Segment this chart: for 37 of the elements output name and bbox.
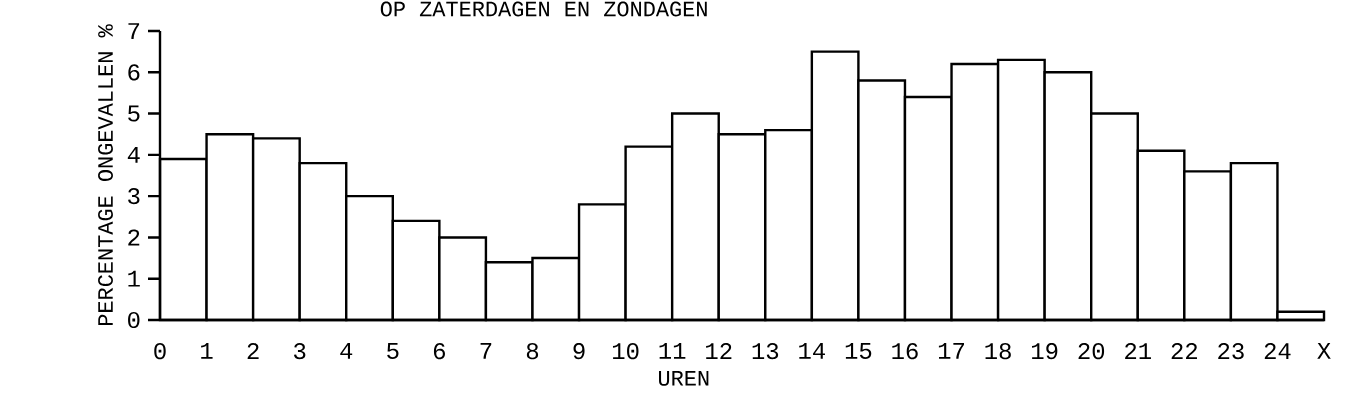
x-tick-label: 21 — [1125, 343, 1151, 360]
x-tick-label: 12 — [706, 343, 732, 360]
x-tick-label: 18 — [985, 343, 1011, 360]
y-axis-title: PERCENTAGE ONGEVALLEN % — [98, 24, 113, 326]
x-tick-label: 24 — [1264, 343, 1291, 360]
x-tick-label: 8 — [526, 343, 539, 360]
y-tick-label: 0 — [128, 311, 140, 329]
x-tick-label: 9 — [573, 343, 585, 360]
x-tick-label: 7 — [480, 343, 492, 359]
x-tick-label: 0 — [154, 343, 166, 360]
chart-title: OP ZATERDAGEN EN ZONDAGEN — [380, 1, 707, 17]
y-tick-label: 3 — [128, 188, 140, 205]
y-tick-label: 4 — [127, 146, 140, 163]
x-tick-label: 22 — [1171, 343, 1197, 360]
x-tick-label: 14 — [799, 343, 825, 359]
x-tick-label: 17 — [938, 343, 964, 359]
x-axis-title: UREN — [659, 371, 709, 386]
y-tick-label: 5 — [128, 105, 140, 122]
y-tick-label: 2 — [128, 229, 140, 246]
x-tick-label: 23 — [1218, 343, 1244, 360]
y-tick-label: 1 — [128, 270, 140, 287]
y-tick-label: 6 — [128, 64, 140, 81]
x-tick-label: 11 — [659, 343, 686, 359]
x-tick-label: 15 — [845, 343, 872, 360]
x-tick-label: 4 — [340, 343, 353, 359]
x-tick-label: 5 — [387, 343, 399, 360]
x-tick-label: 16 — [892, 343, 918, 360]
y-tick-label: 7 — [128, 23, 140, 39]
x-tick-label: 19 — [1032, 343, 1058, 360]
x-tick-label: 13 — [752, 343, 779, 360]
x-tick-label: 3 — [294, 343, 306, 360]
x-tick-label: 20 — [1078, 343, 1105, 360]
x-tick-label: 1 — [201, 343, 213, 359]
x-tick-label: 10 — [612, 343, 639, 360]
x-tick-label: 6 — [433, 343, 445, 360]
x-tick-label: X — [1317, 343, 1331, 359]
x-tick-label: 2 — [247, 343, 259, 360]
